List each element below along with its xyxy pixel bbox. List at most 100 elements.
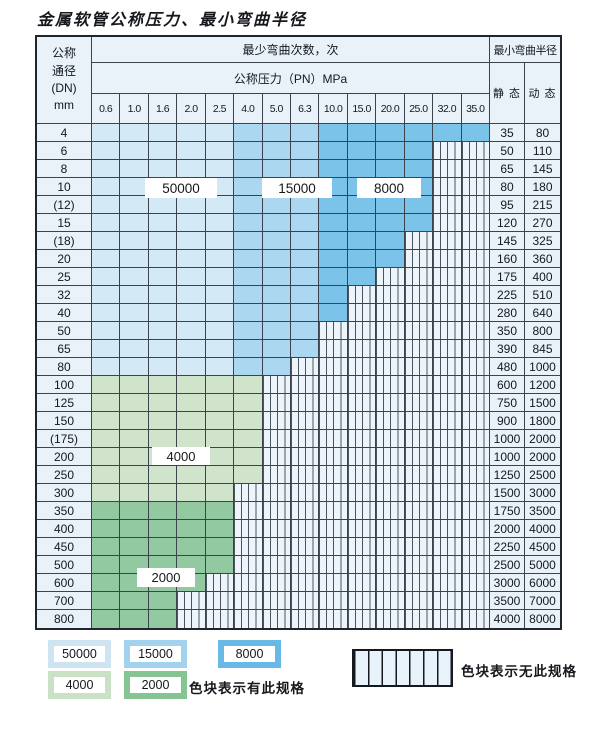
spec-cell-c8000 — [376, 232, 405, 250]
no-spec-cell — [347, 556, 377, 574]
no-spec-cell — [291, 466, 320, 484]
spec-cell-c15000 — [291, 304, 320, 322]
spec-cell-c15000 — [291, 124, 320, 142]
spec-cell-c8000 — [319, 250, 348, 268]
spec-cell-c8000 — [404, 214, 434, 232]
no-spec-cell — [461, 286, 490, 304]
pressure-col-header: 4.0 — [234, 94, 263, 124]
table-row: 15 120 270 — [37, 214, 560, 232]
spec-cell-c4000 — [205, 430, 235, 448]
no-spec-cell — [376, 466, 405, 484]
spec-cell-c4000 — [92, 448, 121, 466]
spec-cell-c8000 — [376, 160, 405, 178]
no-spec-cell — [433, 358, 462, 376]
zone-label-15000: 15000 — [262, 178, 332, 198]
no-spec-cell — [404, 232, 434, 250]
spec-cell-c50000 — [205, 268, 235, 286]
spec-cell-c15000 — [234, 322, 263, 340]
spec-cell-c8000 — [347, 250, 377, 268]
dynamic-radius-cell: 1000 — [525, 358, 560, 376]
spec-cell-c50000 — [177, 196, 206, 214]
no-spec-cell — [404, 286, 434, 304]
no-spec-cell — [291, 610, 320, 628]
static-radius-cell: 1000 — [490, 430, 525, 448]
spec-cell-c50000 — [92, 142, 121, 160]
spec-cell-c50000 — [120, 232, 149, 250]
no-spec-cell — [376, 358, 405, 376]
no-spec-cell — [319, 448, 348, 466]
spec-cell-c2000 — [148, 502, 178, 520]
table-row: 500 2500 5000 — [37, 556, 560, 574]
table-row: 25 175 400 — [37, 268, 560, 286]
spec-cell-c50000 — [177, 142, 206, 160]
no-spec-cell — [319, 502, 348, 520]
no-spec-cell — [433, 610, 462, 628]
pressure-col-header: 10.0 — [319, 94, 348, 124]
no-spec-cell — [177, 592, 206, 610]
table-row: 50 350 800 — [37, 322, 560, 340]
dynamic-radius-cell: 325 — [525, 232, 560, 250]
no-spec-cell — [461, 196, 490, 214]
spec-cell-c50000 — [148, 322, 178, 340]
table-row: 32 225 510 — [37, 286, 560, 304]
spec-cell-c15000 — [262, 268, 291, 286]
spec-cell-c8000 — [319, 142, 348, 160]
spec-cell-c2000 — [148, 610, 178, 628]
dn-cell: 25 — [37, 268, 92, 286]
spec-cell-c50000 — [205, 142, 235, 160]
table-row: 65 390 845 — [37, 340, 560, 358]
dynamic-radius-cell: 1800 — [525, 412, 560, 430]
no-spec-cell — [376, 538, 405, 556]
no-spec-cell — [433, 484, 462, 502]
dn-cell: 200 — [37, 448, 92, 466]
zone-label-2000: 2000 — [137, 568, 195, 587]
spec-cell-c50000 — [120, 358, 149, 376]
spec-cell-c2000 — [92, 538, 121, 556]
dn-cell: (175) — [37, 430, 92, 448]
spec-cell-c50000 — [205, 304, 235, 322]
no-spec-cell — [433, 304, 462, 322]
dynamic-radius-cell: 215 — [525, 196, 560, 214]
spec-cell-c15000 — [234, 250, 263, 268]
static-radius-cell: 35 — [490, 124, 525, 142]
no-spec-cell — [404, 430, 434, 448]
spec-cell-c4000 — [177, 466, 206, 484]
spec-cell-c50000 — [148, 142, 178, 160]
dn-header-line: 通径 — [51, 63, 76, 78]
no-spec-cell — [433, 250, 462, 268]
dn-cell: 125 — [37, 394, 92, 412]
dn-header-line: mm — [53, 98, 74, 113]
static-column-header: 静 态 — [490, 63, 525, 124]
spec-cell-c2000 — [92, 502, 121, 520]
no-spec-cell — [291, 484, 320, 502]
spec-cell-c15000 — [291, 232, 320, 250]
table-row: 150 900 1800 — [37, 412, 560, 430]
spec-cell-c8000 — [319, 124, 348, 142]
no-spec-cell — [461, 376, 490, 394]
dn-cell: 800 — [37, 610, 92, 628]
dynamic-radius-cell: 800 — [525, 322, 560, 340]
spec-cell-c50000 — [205, 196, 235, 214]
no-spec-cell — [404, 592, 434, 610]
no-spec-cell — [205, 610, 235, 628]
no-spec-cell — [347, 448, 377, 466]
no-spec-cell — [319, 430, 348, 448]
no-spec-cell — [291, 412, 320, 430]
dn-cell: 32 — [37, 286, 92, 304]
no-spec-cell — [234, 520, 263, 538]
no-spec-cell — [347, 376, 377, 394]
no-spec-cell — [205, 592, 235, 610]
no-spec-cell — [433, 466, 462, 484]
dn-cell: 15 — [37, 214, 92, 232]
no-spec-cell — [404, 358, 434, 376]
spec-cell-c4000 — [120, 466, 149, 484]
dn-cell: 10 — [37, 178, 92, 196]
spec-cell-c2000 — [205, 502, 235, 520]
spec-cell-c8000 — [376, 250, 405, 268]
no-spec-cell — [347, 574, 377, 592]
spec-cell-c50000 — [92, 322, 121, 340]
dynamic-radius-cell: 5000 — [525, 556, 560, 574]
no-spec-cell — [262, 538, 291, 556]
no-spec-cell — [461, 430, 490, 448]
static-radius-cell: 160 — [490, 250, 525, 268]
